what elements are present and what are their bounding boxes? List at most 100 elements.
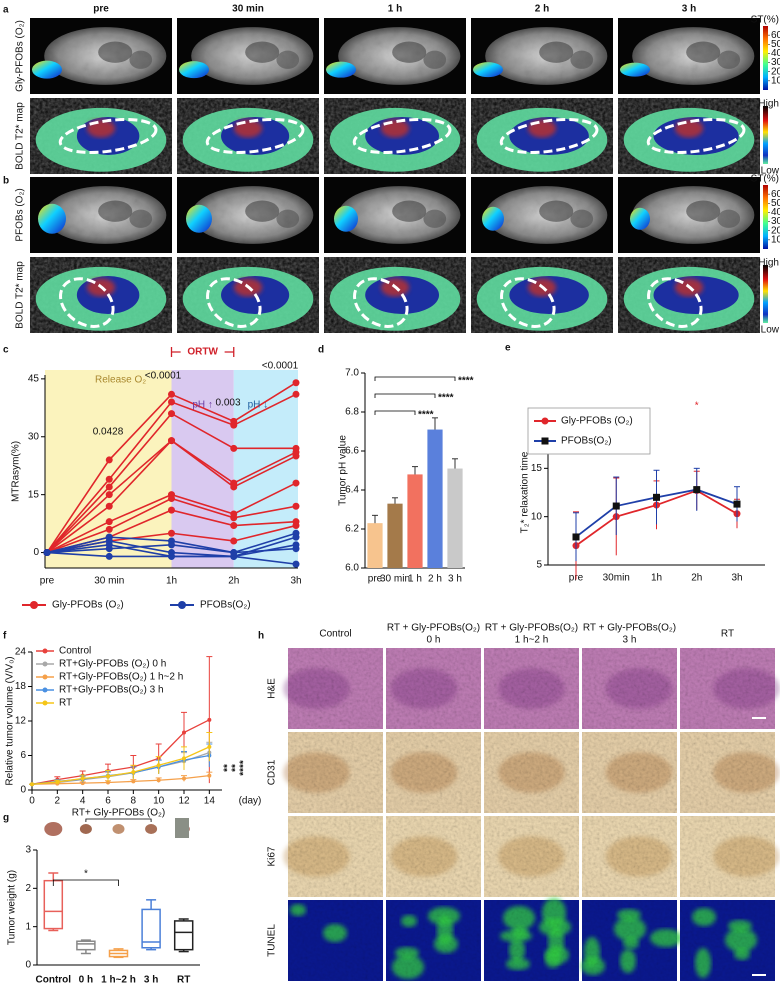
marker: [292, 541, 300, 549]
marker: [55, 779, 60, 784]
ortw-bracket: [170, 347, 235, 357]
marker: [207, 744, 212, 749]
y-tick-label: 7.0: [345, 368, 359, 379]
x-tick-label: 2: [55, 796, 61, 807]
mri-image: [177, 177, 319, 253]
column-header: 1 h: [388, 4, 402, 15]
legend-label: RT+Gly-PFOBs(O₂) 3 h: [59, 685, 164, 696]
histology-image: [386, 732, 481, 813]
marker: [230, 421, 238, 429]
histology-image: [680, 648, 780, 729]
texture: [680, 900, 775, 981]
marker: [693, 486, 701, 494]
annotation: ORTW: [187, 347, 218, 358]
column-header: 3 h: [682, 4, 696, 15]
marker: [105, 518, 113, 526]
texture: [177, 18, 319, 94]
group-bracket: [85, 818, 152, 822]
row-label: TUNEL: [267, 924, 278, 957]
y-tick-label: 15: [531, 463, 543, 474]
column-header: 1 h~2 h: [515, 635, 549, 646]
colorbar-tick-label: 60: [771, 189, 780, 200]
histology-image: [386, 816, 481, 897]
y-axis-label: MTRasym(%): [11, 441, 22, 502]
histology-image: [386, 648, 481, 729]
y-tick-label: 45: [28, 374, 40, 385]
texture: [680, 648, 775, 729]
x-tick-label: pre: [40, 576, 55, 587]
y-tick-label: 15: [28, 489, 40, 500]
histology-image: [288, 900, 383, 981]
legend-marker: [42, 687, 48, 693]
colorbar-tick-label: 20: [771, 225, 780, 236]
contrast-region: [186, 204, 212, 233]
marker: [105, 483, 113, 491]
contrast-region: [32, 60, 62, 79]
texture: [324, 18, 466, 94]
mri-image: [30, 177, 172, 253]
legend-label: PFOBs(O₂): [561, 436, 612, 447]
column-header: RT + Gly-PFOBs(O₂): [583, 623, 676, 634]
texture: [582, 816, 677, 897]
mri-image: [471, 257, 613, 333]
x-tick-label: 30min: [603, 573, 630, 584]
colorbar-tick-label: 10: [771, 75, 780, 86]
contrast-region: [334, 205, 358, 232]
legend-label: RT: [59, 698, 72, 709]
hot-spot: [233, 119, 263, 138]
marker: [168, 390, 175, 398]
legend-marker: [42, 674, 48, 680]
x-tick-label: pre: [368, 574, 383, 585]
row-label: H&E: [267, 678, 278, 699]
texture: [30, 18, 172, 94]
roi: [646, 118, 746, 154]
contrast-region: [620, 62, 650, 77]
colorbar-tick-label: 60: [771, 30, 780, 41]
histology-image: [680, 900, 775, 981]
texture: [386, 816, 481, 897]
y-tick-label: 6.4: [345, 485, 359, 496]
marker: [182, 756, 186, 761]
x-tick-label: 4: [80, 796, 86, 807]
y-tick-label: 18: [15, 681, 27, 692]
mri-image: [30, 257, 172, 333]
panel-letter: h: [258, 631, 264, 642]
legend-label: RT+Gly-PFOBs (O₂) 0 h: [59, 659, 166, 670]
mri-image: [618, 98, 760, 174]
x-tick-label: 1h: [166, 576, 177, 587]
bar: [447, 468, 463, 568]
contrast-region: [630, 207, 650, 230]
histology-image: [582, 732, 677, 813]
p-value: <0.0001: [262, 361, 299, 372]
ruler-photo: [175, 818, 189, 838]
marker: [292, 502, 300, 510]
column-header: 3 h: [623, 635, 637, 646]
marker: [207, 717, 212, 722]
mri-image: [618, 177, 760, 253]
x-tick-label: Control: [36, 975, 72, 986]
annotation: Release O₂: [95, 375, 146, 386]
y-tick-label: 5: [536, 560, 542, 571]
marker: [292, 522, 300, 530]
texture: [288, 900, 383, 981]
marker: [292, 560, 300, 568]
tumor-photo: [79, 824, 92, 834]
texture: [386, 732, 481, 813]
box: [141, 908, 161, 949]
marker: [733, 500, 741, 508]
roi: [499, 118, 599, 154]
roi: [647, 277, 703, 328]
x-tick-label: 0 h: [79, 975, 93, 986]
bar: [427, 429, 443, 568]
row-label: Gly-PFOBs (O₂): [15, 20, 26, 92]
significance-bracket: [374, 410, 416, 415]
marker: [230, 552, 238, 560]
group-header: RT+ Gly-PFOBs (O₂): [72, 808, 165, 819]
bar: [407, 474, 423, 568]
mri-image: [471, 177, 613, 253]
annotation: pH ↑: [192, 400, 213, 411]
texture: [618, 18, 760, 94]
histology-image: [283, 732, 383, 813]
significance-bracket: [374, 376, 456, 381]
y-tick-label: 6.0: [345, 563, 359, 574]
